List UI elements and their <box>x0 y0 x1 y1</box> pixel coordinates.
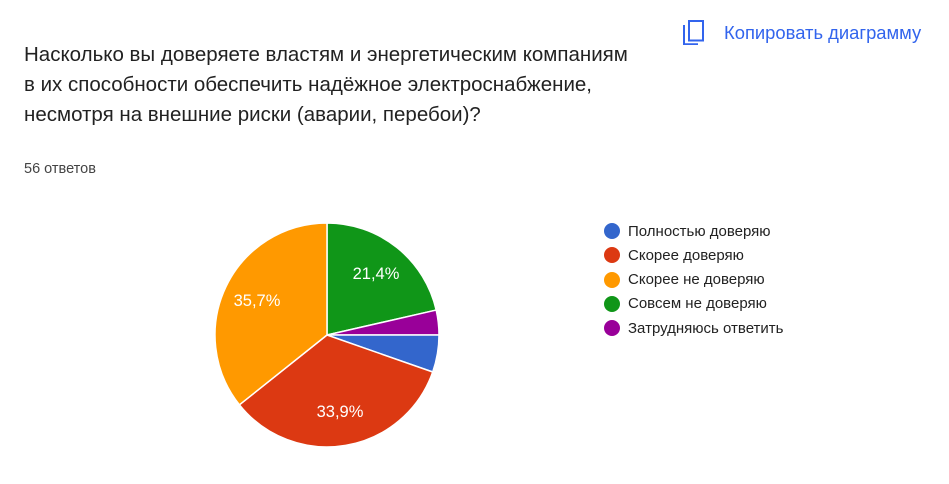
svg-text:35,7%: 35,7% <box>234 292 281 310</box>
svg-text:33,9%: 33,9% <box>317 403 364 421</box>
svg-text:21,4%: 21,4% <box>353 265 400 283</box>
